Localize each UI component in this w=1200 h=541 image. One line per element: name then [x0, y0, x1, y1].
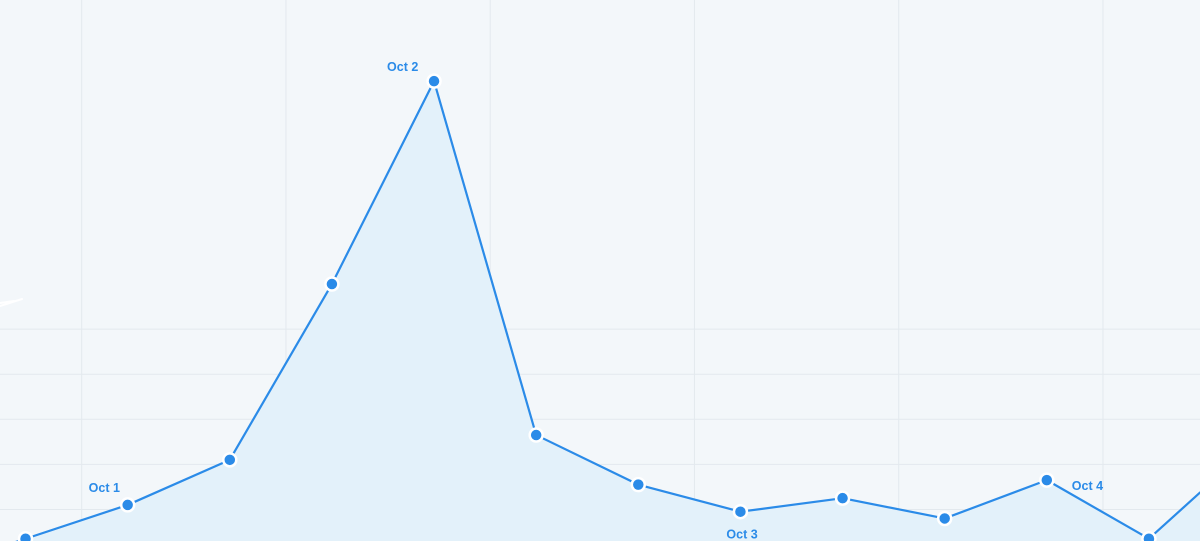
partial-white-mark: [0, 298, 23, 307]
series-area: [0, 81, 1200, 541]
data-point-10: [1039, 472, 1055, 488]
date-label-3: Oct 4: [1072, 479, 1103, 493]
data-point-7: [732, 503, 749, 520]
data-point-8: [834, 490, 851, 506]
data-point-6: [630, 476, 647, 493]
date-label-1: Oct 2: [387, 60, 418, 74]
data-point-9: [936, 510, 953, 527]
data-point-5: [528, 427, 544, 443]
data-point-4: [426, 73, 442, 89]
series-line: [15, 80, 1200, 541]
date-label-0: Oct 1: [89, 481, 120, 495]
data-point-0: [17, 530, 34, 541]
data-point-3: [324, 276, 340, 292]
date-labels: Oct 1 Oct 2 Oct 3 Oct 4: [89, 60, 1103, 541]
data-point-1: [119, 497, 136, 513]
data-points: [17, 73, 1157, 541]
data-point-11: [1141, 530, 1157, 541]
date-label-2: Oct 3: [726, 528, 757, 541]
data-point-2: [222, 452, 238, 468]
